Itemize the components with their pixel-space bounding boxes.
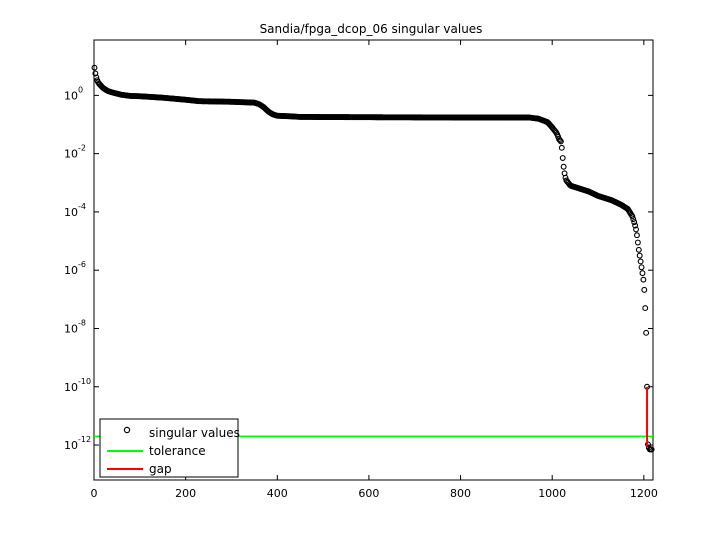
singular-value-point — [648, 446, 655, 453]
legend-marker-singular-values — [123, 426, 131, 434]
singular-value-point — [641, 286, 648, 293]
singular-value-point — [91, 64, 98, 71]
singular-value-point — [634, 239, 641, 246]
singular-value-point — [630, 216, 637, 223]
singular-value-point — [642, 305, 649, 312]
x-tick-label: 1000 — [538, 487, 566, 500]
singular-value-point — [635, 246, 642, 253]
legend-label: tolerance — [149, 444, 206, 458]
x-tick-label: 600 — [358, 487, 379, 500]
singular-value-point — [632, 222, 639, 229]
x-tick-label: 400 — [267, 487, 288, 500]
chart-axes: 0 200 400 600 800 1000 1200 100 10-2 10-4 10-6 10-8… — [64, 40, 658, 500]
singular-value-point — [639, 270, 646, 277]
singular-value-point — [638, 264, 645, 271]
singular-value-point — [557, 137, 563, 144]
singular-value-point — [558, 144, 565, 151]
y-tick-label: 10-2 — [64, 144, 86, 161]
singular-value-point — [633, 226, 639, 233]
y-tick-label: 10-8 — [64, 318, 86, 335]
singular-value-point — [93, 74, 100, 81]
x-tick-label: 0 — [91, 487, 98, 500]
legend-label: gap — [149, 462, 172, 476]
y-tick-label: 10-6 — [64, 260, 86, 277]
x-tick-label: 200 — [175, 487, 196, 500]
singular-value-point — [637, 258, 644, 265]
legend-box — [99, 418, 239, 478]
singular-value-point — [629, 213, 636, 220]
legend-label: singular values — [149, 426, 240, 440]
chart-marks — [91, 64, 655, 453]
y-tick-label: 100 — [64, 85, 83, 102]
y-tick-label: 10-10 — [64, 377, 91, 394]
singular-value-point — [640, 276, 647, 283]
singular-value-point — [92, 70, 99, 77]
chart-legend: singular values tolerance gap — [99, 418, 240, 478]
singular-value-point — [636, 252, 643, 259]
singular-value-point — [634, 232, 640, 239]
x-tick-label: 800 — [450, 487, 471, 500]
singular-value-point — [557, 138, 564, 145]
singular-value-point — [631, 219, 638, 226]
y-tick-label: 10-12 — [64, 435, 91, 452]
y-tick-label: 10-4 — [64, 202, 86, 219]
plot-frame — [93, 39, 654, 481]
singular-value-point — [559, 155, 566, 161]
x-tick-label: 1200 — [630, 487, 658, 500]
singular-value-point — [560, 163, 567, 170]
singular-value-point — [643, 329, 650, 336]
chart-title: Sandia/fpga_dcop_06 singular values — [260, 22, 483, 36]
